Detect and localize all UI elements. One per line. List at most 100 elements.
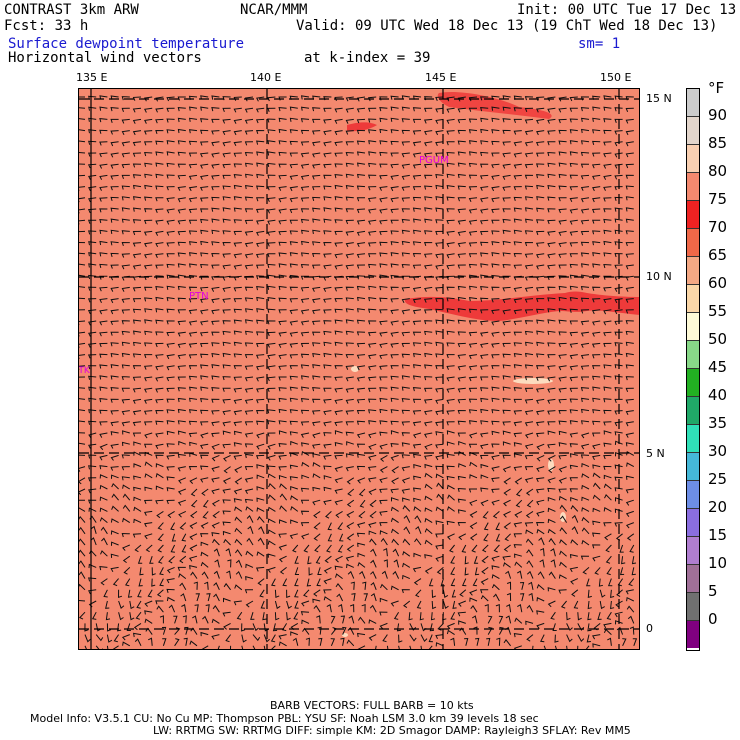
wind-barb [412, 331, 422, 336]
wind-barb [267, 354, 276, 360]
wind-barb [155, 308, 164, 313]
wind-barb [211, 95, 220, 100]
wind-barb [222, 499, 231, 504]
wind-barb [401, 186, 410, 191]
wind-barb [368, 208, 377, 214]
wind-barb [379, 230, 388, 236]
wind-barb [491, 152, 500, 157]
wind-barb [177, 309, 186, 314]
wind-barb [420, 634, 428, 643]
wind-barb [79, 129, 86, 132]
wind-barb [200, 95, 209, 100]
wind-barb [558, 96, 567, 102]
wind-barb [558, 185, 567, 190]
wind-barb [155, 264, 164, 269]
wind-barb [177, 408, 186, 414]
wind-barb [577, 612, 582, 621]
legend-swatch [687, 228, 699, 256]
wind-barb [184, 626, 189, 635]
wind-barb [121, 387, 130, 392]
wind-barb [446, 253, 455, 259]
wind-barb [200, 631, 209, 637]
wind-barb [468, 263, 478, 269]
wind-barb [401, 353, 410, 358]
wind-barb [379, 263, 388, 268]
wind-barb [213, 593, 220, 602]
wind-barb [177, 566, 186, 571]
wind-barb [435, 96, 444, 101]
wind-barb [311, 130, 321, 135]
wind-barb [132, 152, 142, 157]
wind-barb [548, 537, 556, 546]
wind-barb [446, 141, 455, 146]
wind-barb [592, 555, 601, 562]
legend-swatch [687, 312, 699, 340]
wind-barb [525, 529, 534, 535]
wind-barb [580, 309, 590, 314]
wind-barb [292, 637, 299, 646]
wind-barb [547, 297, 556, 302]
wind-barb [429, 623, 434, 632]
legend-swatch [687, 200, 699, 228]
wind-barb [547, 196, 556, 201]
wind-barb [379, 477, 388, 483]
wind-barb [597, 612, 602, 620]
wind-barb [305, 637, 310, 646]
wind-barb [524, 320, 534, 325]
wind-barb [491, 477, 500, 483]
wind-barb [233, 207, 242, 212]
wind-barb [379, 431, 388, 436]
wind-barb [233, 264, 242, 270]
wind-barb [461, 544, 467, 553]
wind-barb [491, 106, 500, 111]
wind-barb [166, 297, 175, 302]
wind-barb [257, 578, 265, 586]
wind-barb [346, 499, 355, 508]
wind-barb [278, 365, 287, 370]
wind-barb [401, 286, 410, 292]
wind-barb [592, 117, 601, 122]
wind-barb [256, 308, 265, 313]
wind-barb [188, 263, 198, 268]
wind-barb [244, 185, 254, 190]
wind-barb [312, 443, 321, 449]
wind-barb [334, 488, 343, 494]
lon-label-135: 135 E [76, 71, 108, 84]
wind-barb-layer [79, 95, 638, 649]
legend-swatch [687, 284, 699, 312]
wind-barb [480, 594, 489, 602]
wind-barb [279, 483, 287, 490]
wind-barb [110, 431, 119, 436]
wind-barb [88, 386, 97, 391]
wind-barb [244, 410, 254, 415]
wind-barb [626, 533, 635, 541]
wind-barb [213, 548, 220, 557]
wind-barb [424, 320, 433, 325]
wind-barb [480, 443, 489, 450]
wind-barb [244, 477, 254, 483]
wind-barb [424, 566, 433, 574]
wind-barb [536, 510, 545, 517]
wind-barb [233, 600, 242, 606]
wind-barb [390, 430, 399, 435]
wind-barb [345, 342, 354, 347]
wind-barb [480, 397, 489, 403]
wind-barb [188, 342, 198, 348]
wind-barb [200, 561, 209, 568]
wind-barb [536, 118, 545, 124]
wind-barb [428, 578, 434, 587]
wind-barb [177, 252, 186, 257]
wind-barb [188, 274, 198, 280]
wind-barb [356, 275, 366, 280]
wind-barb [233, 141, 242, 147]
wind-barb [222, 352, 231, 358]
wind-barb [260, 600, 265, 609]
wind-barb [256, 296, 265, 302]
wind-barb [536, 443, 545, 451]
wind-barb [99, 484, 108, 490]
wind-barb [592, 331, 601, 337]
wind-barb [412, 298, 422, 304]
wind-barb [459, 589, 467, 597]
wind-barb [267, 219, 276, 225]
wind-barb [502, 555, 511, 561]
